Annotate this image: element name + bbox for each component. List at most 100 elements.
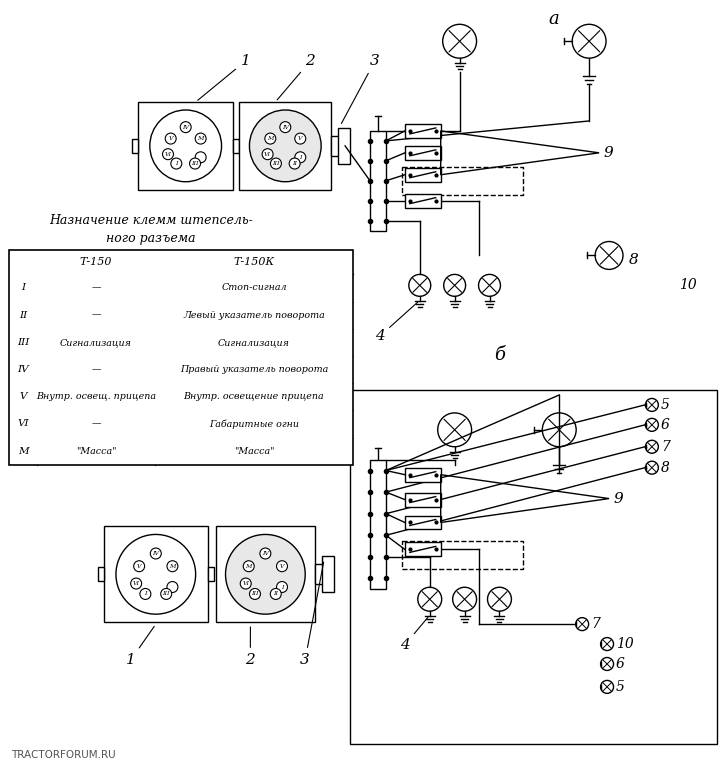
Text: 2: 2 <box>246 627 255 667</box>
Text: V: V <box>20 392 27 401</box>
Text: б: б <box>494 346 505 364</box>
Text: 8: 8 <box>661 461 670 475</box>
Bar <box>402 542 523 569</box>
Circle shape <box>295 133 306 144</box>
Bar <box>338 128 350 164</box>
Text: 5: 5 <box>616 680 625 694</box>
Bar <box>405 124 441 138</box>
Bar <box>370 460 386 589</box>
Text: III: III <box>162 591 170 597</box>
Circle shape <box>240 578 251 589</box>
Text: V: V <box>137 564 141 568</box>
Text: 7: 7 <box>591 617 600 631</box>
Circle shape <box>295 151 306 163</box>
Text: а: а <box>549 10 560 28</box>
Bar <box>370 131 386 230</box>
Text: 6: 6 <box>661 418 670 432</box>
Circle shape <box>270 158 281 169</box>
Text: II: II <box>292 161 297 166</box>
Circle shape <box>116 535 196 614</box>
Bar <box>402 167 523 194</box>
Bar <box>405 467 441 482</box>
Bar <box>405 493 441 506</box>
Text: 1: 1 <box>198 54 250 100</box>
Text: V: V <box>280 564 284 568</box>
Text: M: M <box>197 136 204 141</box>
Text: Внутр. освещение прицепа: Внутр. освещение прицепа <box>183 392 324 401</box>
Circle shape <box>276 561 288 571</box>
Text: IV: IV <box>17 365 29 374</box>
Circle shape <box>289 158 300 169</box>
Text: 8: 8 <box>629 253 639 268</box>
Text: IV: IV <box>152 551 160 556</box>
Text: Правый указатель поворота: Правый указатель поворота <box>180 365 328 374</box>
Bar <box>405 516 441 529</box>
Circle shape <box>262 148 273 160</box>
Circle shape <box>167 561 178 571</box>
Text: III: III <box>272 161 280 166</box>
Circle shape <box>189 158 201 169</box>
Bar <box>405 168 441 182</box>
Text: VI: VI <box>264 151 271 157</box>
Circle shape <box>270 588 281 600</box>
Text: Внутр. освещ. прицепа: Внутр. освещ. прицепа <box>36 392 156 401</box>
Bar <box>405 146 441 160</box>
Text: TRACTORFORUM.RU: TRACTORFORUM.RU <box>12 750 116 760</box>
Text: —: — <box>91 284 101 292</box>
Text: II: II <box>273 591 278 597</box>
Text: 5: 5 <box>661 398 670 412</box>
Bar <box>132 139 138 153</box>
Text: 3: 3 <box>300 562 323 667</box>
Bar <box>138 102 233 190</box>
Text: I: I <box>21 284 25 292</box>
Text: Стоп-сигнал: Стоп-сигнал <box>221 284 286 292</box>
Text: Левый указатель поворота: Левый указатель поворота <box>183 311 325 320</box>
Bar <box>322 556 334 592</box>
Text: Т-150: Т-150 <box>80 258 112 268</box>
Text: I: I <box>175 161 178 166</box>
Text: —: — <box>91 311 101 320</box>
Circle shape <box>161 588 172 600</box>
Text: I: I <box>144 591 146 597</box>
Circle shape <box>171 158 182 169</box>
Text: III: III <box>17 338 30 347</box>
Bar <box>215 526 315 622</box>
Text: V: V <box>298 136 302 141</box>
Text: VI: VI <box>242 581 249 586</box>
Circle shape <box>162 148 173 160</box>
Bar <box>315 565 327 584</box>
Circle shape <box>150 548 161 559</box>
Bar <box>104 526 207 622</box>
Bar <box>9 250 353 464</box>
Circle shape <box>181 122 191 132</box>
Text: IV: IV <box>262 551 269 556</box>
Text: VI: VI <box>133 581 140 586</box>
Text: 2: 2 <box>277 54 315 100</box>
Text: M: M <box>267 136 273 141</box>
Text: III: III <box>252 591 259 597</box>
Text: —: — <box>91 419 101 428</box>
Bar <box>207 568 214 581</box>
Bar <box>239 102 331 190</box>
Text: IV: IV <box>182 125 189 129</box>
Circle shape <box>249 588 260 600</box>
Text: "Масса": "Масса" <box>233 447 274 456</box>
Text: M: M <box>169 564 175 568</box>
Text: Т-150К: Т-150К <box>233 258 275 268</box>
Bar <box>233 139 239 153</box>
Text: Габаритные огни: Габаритные огни <box>209 419 299 428</box>
Text: M: M <box>18 447 28 456</box>
Text: 7: 7 <box>661 440 670 454</box>
Text: Сигнализация: Сигнализация <box>60 338 132 347</box>
Circle shape <box>265 133 276 144</box>
Text: 4: 4 <box>375 302 418 343</box>
Text: I: I <box>299 155 302 160</box>
Circle shape <box>276 581 288 593</box>
Text: 6: 6 <box>616 657 625 671</box>
Text: Сигнализация: Сигнализация <box>218 338 290 347</box>
Text: V: V <box>168 136 173 141</box>
Text: 4: 4 <box>400 617 428 652</box>
Circle shape <box>140 588 151 600</box>
Text: 10: 10 <box>616 637 634 651</box>
Circle shape <box>249 110 321 182</box>
